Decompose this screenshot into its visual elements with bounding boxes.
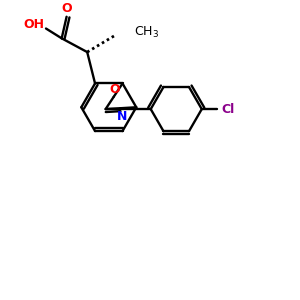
Text: Cl: Cl — [221, 103, 235, 116]
Text: O: O — [61, 2, 72, 15]
Text: O: O — [110, 83, 120, 96]
Text: CH$_3$: CH$_3$ — [134, 25, 159, 40]
Text: N: N — [117, 110, 128, 123]
Text: OH: OH — [24, 18, 45, 31]
